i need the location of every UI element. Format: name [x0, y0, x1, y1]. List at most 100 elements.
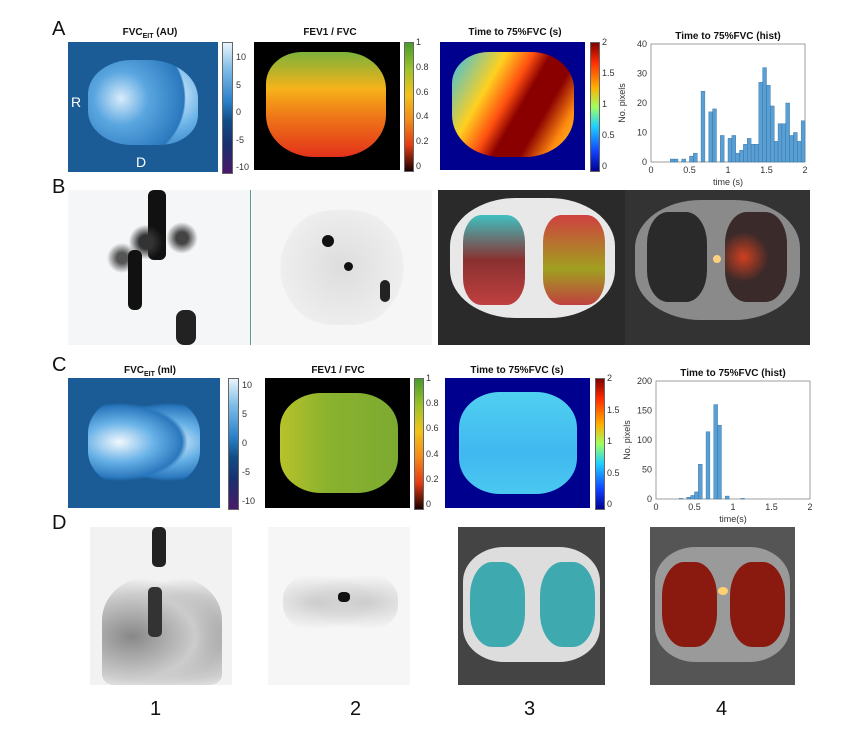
ratio-title-a: FEV1 / FVC — [303, 27, 357, 38]
ratio-colorbar-a — [404, 42, 414, 172]
histogram-bar — [800, 120, 806, 163]
time-map-a — [440, 42, 585, 170]
pet-coronal-d — [90, 527, 232, 685]
y-tick-label: 0 — [647, 494, 652, 504]
ratio-colorbar-c — [414, 378, 424, 510]
y-tick-label: 20 — [637, 98, 647, 108]
plot-area — [655, 380, 811, 500]
panel-label-c: C — [52, 354, 67, 376]
x-tick-label: 0.5 — [683, 165, 696, 175]
y-tick-label: 200 — [637, 376, 652, 386]
fvc-map-c — [68, 378, 220, 508]
ratio-colorbar-ticks-a: 1 0.8 0.6 0.4 0.2 0 — [416, 37, 429, 171]
time-colorbar-a — [590, 42, 600, 172]
x-tick-label: 1 — [730, 502, 735, 512]
histogram-bar — [705, 431, 711, 500]
histogram-bar — [735, 152, 740, 163]
fvc-map-a: R D — [68, 42, 218, 172]
column-number-4: 4 — [716, 698, 728, 720]
histogram-bar — [762, 67, 767, 163]
histogram-bar — [743, 144, 748, 163]
fvc-title-a: FVCEIT (AU) — [122, 27, 178, 40]
ratio-colorbar-ticks-c: 1 0.8 0.6 0.4 0.2 0 — [426, 373, 439, 509]
histogram-bar — [785, 102, 790, 163]
histogram-bar — [690, 495, 695, 500]
time-title-a: Time to 75%FVC (s) — [468, 27, 562, 38]
x-tick-label: 0.5 — [688, 502, 701, 512]
histogram-bar — [747, 138, 752, 163]
x-tick-label: 0 — [653, 502, 658, 512]
histogram-bar — [694, 491, 699, 500]
fvc-colorbar-c — [228, 378, 239, 510]
histogram-bar — [670, 158, 675, 163]
y-tick-label: 150 — [637, 406, 652, 416]
ct-eit-overlay-d — [458, 527, 605, 685]
y-tick-label: 50 — [642, 465, 652, 475]
histogram-bar — [712, 108, 717, 163]
histogram-bar — [725, 495, 730, 500]
y-tick-label: 30 — [637, 69, 647, 79]
time-map-c — [445, 378, 590, 508]
histogram-bar — [793, 132, 798, 163]
x-tick-label: 1.5 — [765, 502, 778, 512]
histogram-bar — [673, 158, 679, 163]
y-tick-label: 100 — [637, 435, 652, 445]
histogram-bar — [681, 158, 686, 163]
histogram-bar — [698, 463, 703, 500]
histogram-bar — [678, 498, 684, 500]
pet-ct-fusion-b — [625, 190, 810, 345]
panel-label-a: A — [52, 18, 66, 40]
histogram-bar — [689, 155, 694, 163]
histogram-bar — [713, 404, 718, 500]
histogram-bar — [781, 123, 786, 163]
time-colorbar-c — [595, 378, 605, 510]
fvc-colorbar-ticks-c: 10 5 0 -5 -10 — [242, 380, 256, 506]
histogram-bar — [686, 497, 691, 500]
x-axis-label: time(s) — [719, 514, 747, 524]
histogram-bar — [708, 111, 713, 163]
pet-ct-fusion-d — [650, 527, 795, 685]
y-axis-label: No. pixels — [622, 420, 632, 460]
histogram-title: Time to 75%FVC (hist) — [680, 368, 785, 379]
histogram-bar — [797, 141, 802, 163]
histogram-bar — [693, 152, 698, 163]
x-tick-label: 1 — [725, 165, 730, 175]
histogram-bar — [770, 105, 775, 163]
ct-eit-overlay-b — [438, 190, 625, 345]
histogram-bar — [754, 144, 759, 163]
histogram-a: Time to 75%FVC (hist)0 0.5 1 1.5 2010203040t… — [617, 31, 808, 187]
histogram-c: Time to 75%FVC (hist) 0 0.5 1 1.5 2 0 50 100 150 2… — [622, 368, 813, 524]
x-tick-label: 2 — [807, 502, 812, 512]
panel-label-b: B — [52, 176, 66, 198]
ratio-map-a — [254, 42, 400, 170]
y-tick-label: 10 — [637, 128, 647, 138]
histogram-bar — [766, 85, 771, 163]
time-title-c: Time to 75%FVC (s) — [470, 365, 564, 376]
dependent-label: D — [136, 154, 147, 170]
y-tick-label: 0 — [642, 157, 647, 167]
time-colorbar-ticks-a: 2 1.5 1 0.5 0 — [602, 37, 615, 171]
histogram-bar — [750, 144, 756, 163]
histogram-bar — [739, 149, 744, 163]
x-axis-label: time (s) — [713, 177, 743, 187]
column-number-3: 3 — [524, 698, 536, 720]
pet-axial-d — [268, 527, 410, 685]
y-axis-label: No. pixels — [617, 83, 627, 123]
x-tick-label: 1.5 — [760, 165, 773, 175]
fvc-colorbar-ticks-a: 10 5 0 -5 -10 — [236, 52, 250, 172]
histogram-bar — [740, 498, 745, 500]
histogram-bar — [717, 425, 722, 500]
pet-coronal-b — [68, 190, 250, 345]
right-label: R — [71, 94, 82, 110]
ratio-title-c: FEV1 / FVC — [311, 365, 365, 376]
histogram-bar — [777, 123, 783, 163]
fvc-title-c: FVCEIT (ml) — [124, 365, 176, 378]
x-tick-label: 2 — [802, 165, 807, 175]
histogram-title: Time to 75%FVC (hist) — [675, 31, 780, 42]
histogram-bar — [789, 135, 794, 163]
ratio-map-c — [265, 378, 410, 508]
pet-axial-b — [252, 190, 432, 345]
column-number-2: 2 — [350, 698, 362, 720]
fvc-colorbar-a — [222, 42, 233, 174]
